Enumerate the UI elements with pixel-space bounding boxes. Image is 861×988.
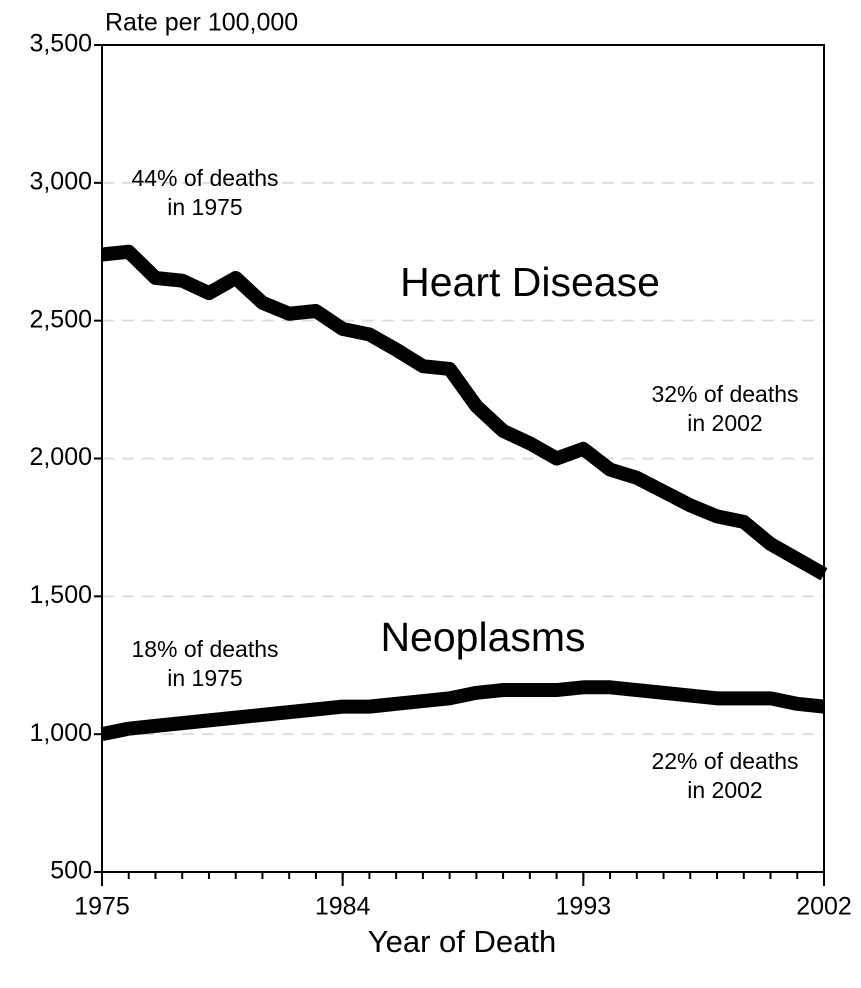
data-line (101, 244, 828, 581)
y-tick-label: 1,500 (29, 581, 92, 609)
annotation: in 2002 (687, 410, 762, 436)
x-tick-label: 1993 (556, 893, 612, 921)
series-label: Heart Disease (400, 259, 660, 305)
x-tick-label: 1984 (315, 893, 371, 921)
y-tick-label: 2,000 (29, 443, 92, 471)
y-axis-label: Rate per 100,000 (105, 9, 298, 37)
annotation: in 2002 (687, 777, 762, 803)
y-tick-label: 3,500 (29, 30, 92, 58)
x-tick-label: 2002 (796, 893, 852, 921)
annotation: 32% of deaths (651, 381, 798, 407)
y-tick-label: 3,000 (29, 167, 92, 195)
y-tick-label: 500 (50, 857, 92, 885)
x-tick-label: 1975 (74, 893, 130, 921)
annotation: 22% of deaths (651, 748, 798, 774)
plot-frame (101, 44, 825, 873)
annotation: 18% of deaths (131, 636, 278, 662)
x-axis-label: Year of Death (368, 924, 556, 959)
annotation: in 1975 (167, 194, 242, 220)
data-line (100, 680, 825, 742)
series-label: Neoplasms (380, 614, 585, 660)
annotation: 44% of deaths (131, 165, 278, 191)
y-tick-label: 2,500 (29, 305, 92, 333)
y-tick-label: 1,000 (29, 719, 92, 747)
annotation: in 1975 (167, 665, 242, 691)
